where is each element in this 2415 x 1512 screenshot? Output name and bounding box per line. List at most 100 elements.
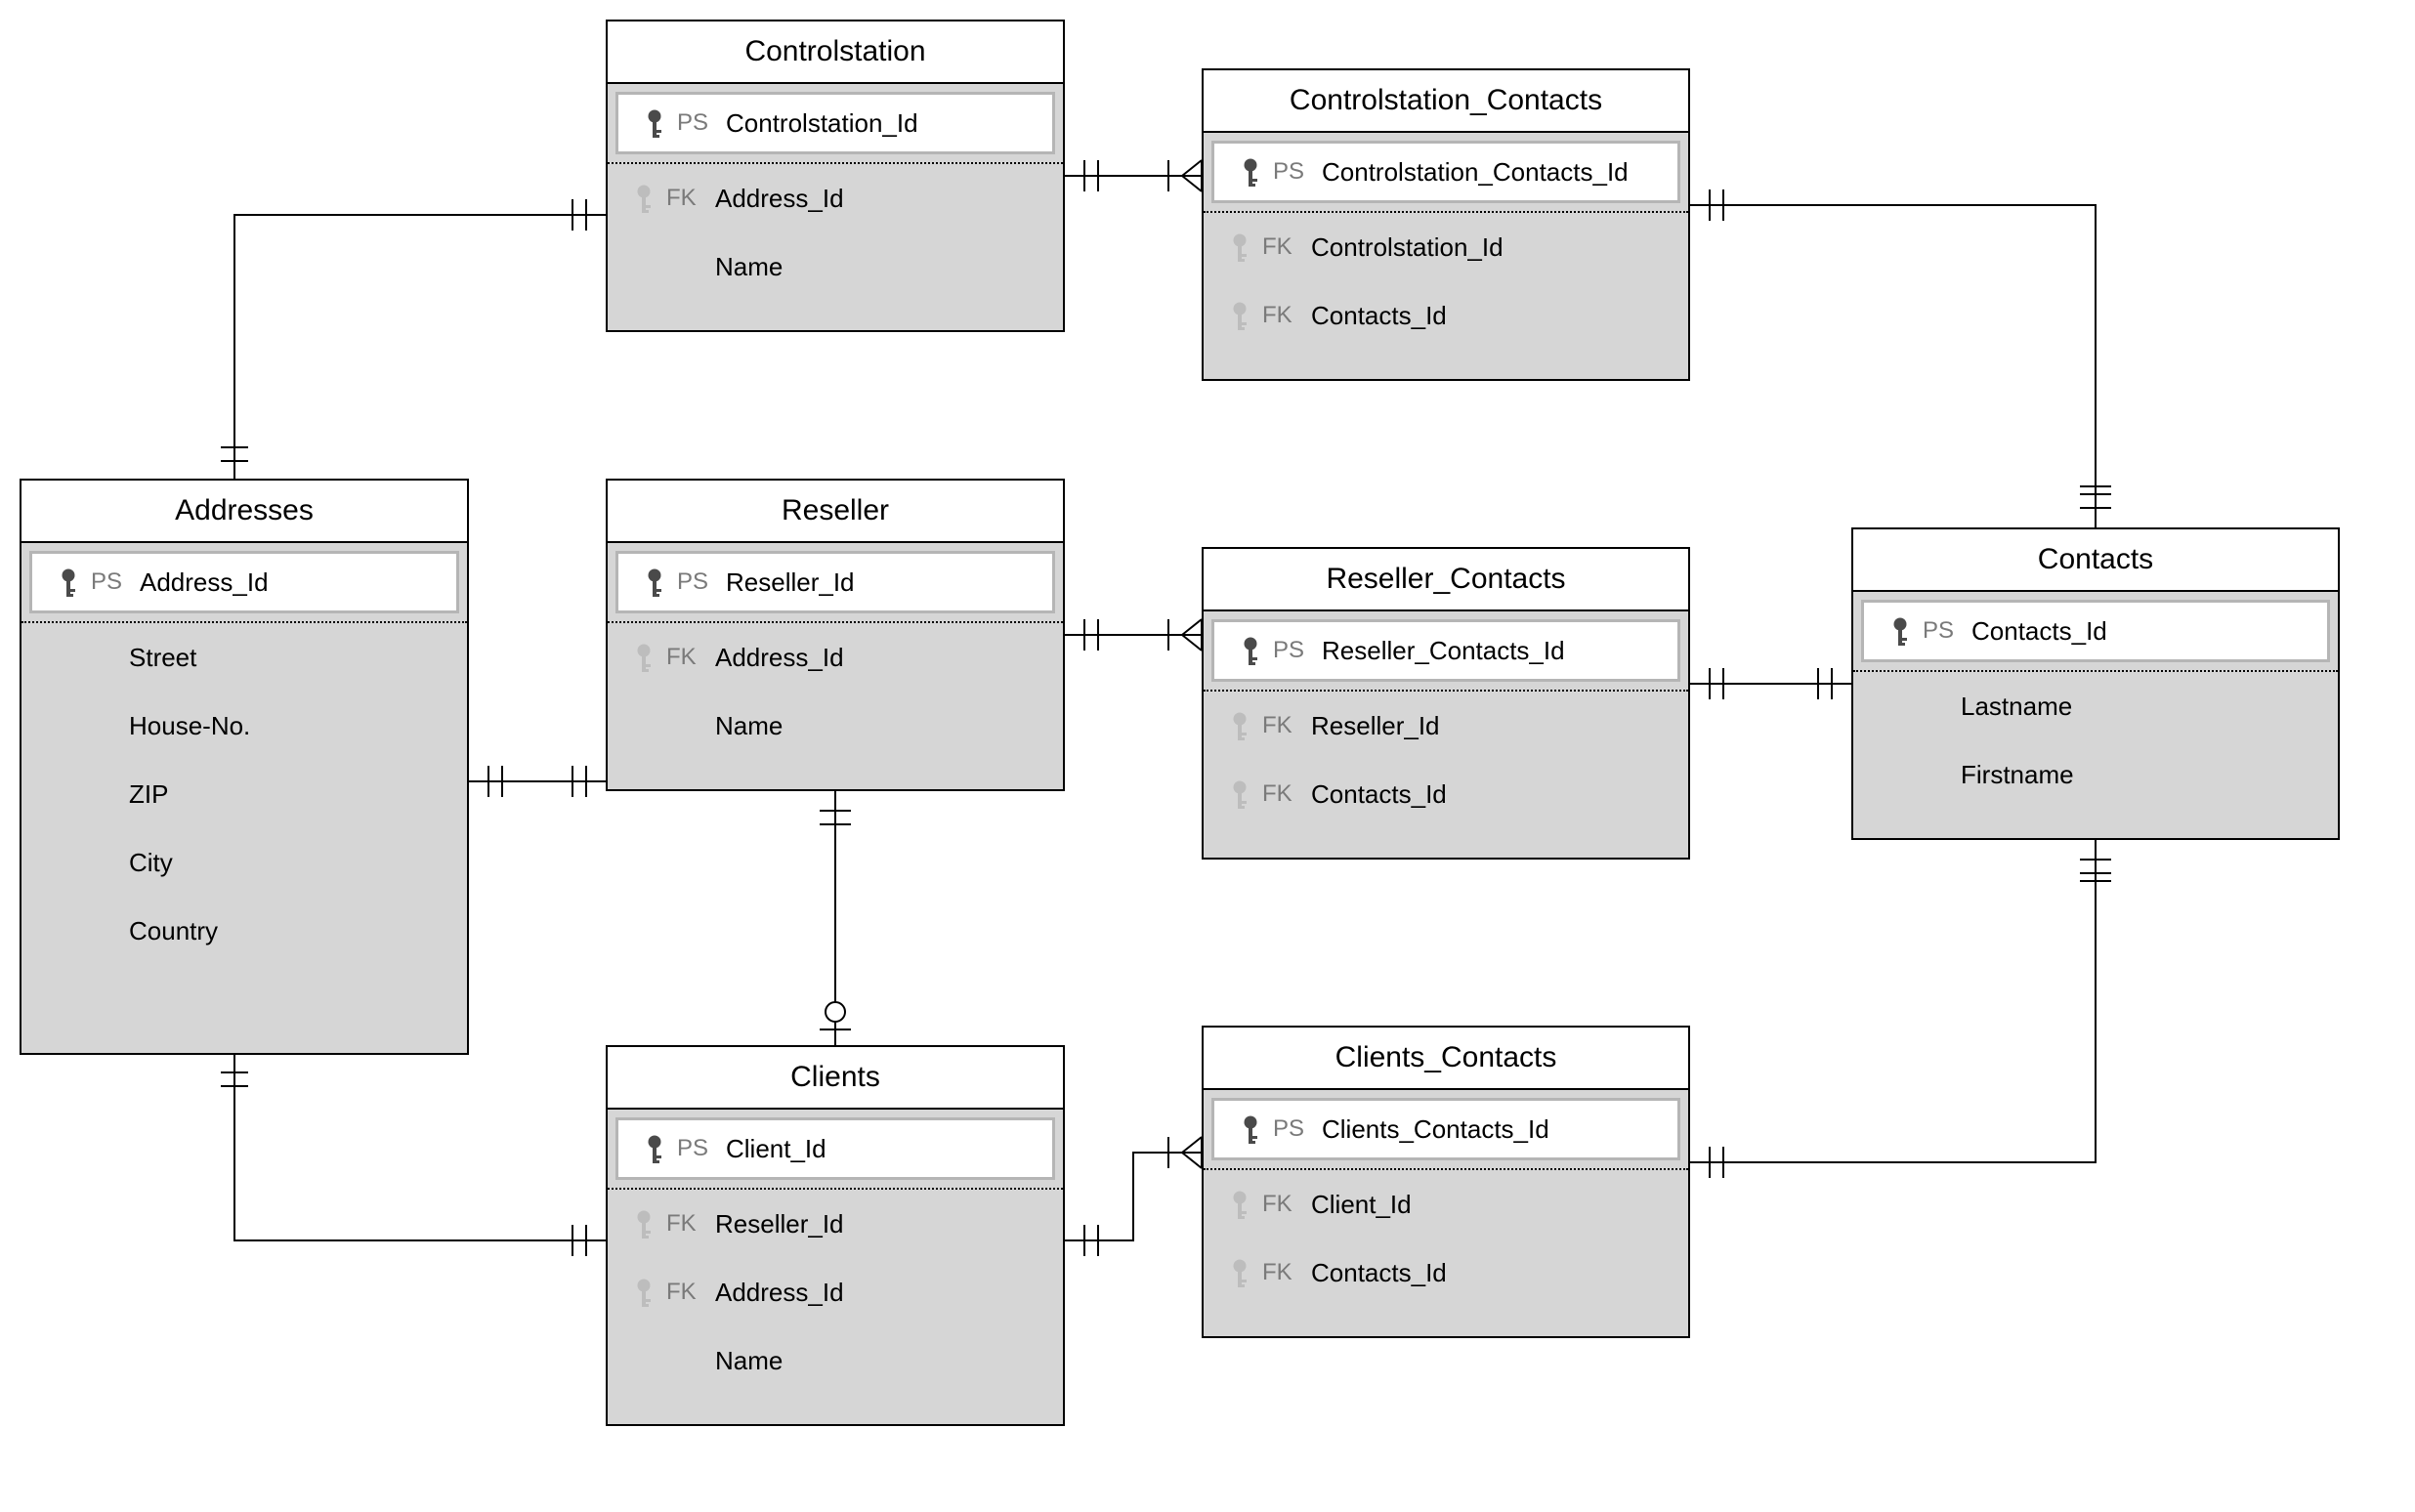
field-label: City xyxy=(129,848,453,878)
key-tag: PS xyxy=(677,109,726,137)
key-icon xyxy=(1878,616,1923,646)
field-label: Client_Id xyxy=(1311,1190,1674,1220)
field-label: Name xyxy=(715,711,1049,741)
field-row: FKAddress_Id xyxy=(608,623,1063,692)
field-label: Contacts_Id xyxy=(1311,1258,1674,1288)
field-label: Address_Id xyxy=(715,643,1049,673)
field-label: Contacts_Id xyxy=(1311,779,1674,810)
key-tag: PS xyxy=(1273,637,1322,664)
field-row: PSControlstation_Id xyxy=(618,95,1052,151)
field-label: Contacts_Id xyxy=(1971,616,2313,647)
field-label: Reseller_Contacts_Id xyxy=(1322,636,1664,666)
field-row: Name xyxy=(608,232,1063,301)
field-row: FKControlstation_Id xyxy=(1204,213,1688,281)
key-icon xyxy=(632,1134,677,1163)
entity-title: Contacts xyxy=(1853,529,2338,592)
field-row: Street xyxy=(21,623,467,692)
field-label: Address_Id xyxy=(715,1278,1049,1308)
key-tag: PS xyxy=(91,568,140,596)
field-label: Reseller_Id xyxy=(715,1209,1049,1239)
field-row: FKContacts_Id xyxy=(1204,760,1688,828)
field-label: Name xyxy=(715,252,1049,282)
key-icon xyxy=(46,567,91,597)
field-label: House-No. xyxy=(129,711,453,741)
key-icon xyxy=(621,184,666,213)
key-tag: FK xyxy=(666,644,715,671)
field-label: ZIP xyxy=(129,779,453,810)
field-label: Contacts_Id xyxy=(1311,301,1674,331)
key-tag: FK xyxy=(1262,780,1311,808)
er-diagram-canvas: Addresses PSAddress_IdStreetHouse-No.ZIP… xyxy=(0,0,2415,1512)
entity-clients: Clients PSClient_Id FKReseller_Id FKAddr… xyxy=(606,1045,1065,1426)
field-row: ZIP xyxy=(21,760,467,828)
entity-title: Clients_Contacts xyxy=(1204,1028,1688,1090)
key-tag: PS xyxy=(1273,158,1322,186)
field-label: Name xyxy=(715,1346,1049,1376)
field-label: Client_Id xyxy=(726,1134,1038,1164)
entity-title: Addresses xyxy=(21,481,467,543)
field-label: Firstname xyxy=(1961,760,2324,790)
key-icon xyxy=(1217,779,1262,809)
entity-title: Controlstation xyxy=(608,21,1063,84)
key-icon xyxy=(1217,711,1262,740)
field-row: PSClients_Contacts_Id xyxy=(1214,1101,1677,1157)
key-tag: FK xyxy=(666,185,715,212)
entity-clients_contacts: Clients_Contacts PSClients_Contacts_Id F… xyxy=(1202,1026,1690,1338)
primary-key-block: PSClient_Id xyxy=(615,1117,1055,1180)
key-tag: FK xyxy=(666,1210,715,1238)
field-row: Lastname xyxy=(1853,672,2338,740)
field-row: PSContacts_Id xyxy=(1864,603,2327,659)
field-label: Controlstation_Id xyxy=(726,108,1038,139)
key-tag: FK xyxy=(1262,712,1311,739)
field-label: Address_Id xyxy=(715,184,1049,214)
key-icon xyxy=(621,643,666,672)
primary-key-block: PSClients_Contacts_Id xyxy=(1211,1098,1680,1160)
field-row: House-No. xyxy=(21,692,467,760)
key-tag: FK xyxy=(1262,1191,1311,1218)
primary-key-block: PSReseller_Contacts_Id xyxy=(1211,619,1680,682)
entity-reseller: Reseller PSReseller_Id FKAddress_IdName xyxy=(606,479,1065,791)
field-label: Controlstation_Contacts_Id xyxy=(1322,157,1664,188)
field-row: City xyxy=(21,828,467,897)
entity-addresses: Addresses PSAddress_Id Street House-No. ZIP… xyxy=(20,479,469,1055)
field-row: FKContacts_Id xyxy=(1204,281,1688,350)
key-tag: PS xyxy=(1923,617,1971,645)
field-label: Reseller_Id xyxy=(1311,711,1674,741)
field-row: FKClient_Id xyxy=(1204,1170,1688,1239)
field-label: Clients_Contacts_Id xyxy=(1322,1114,1664,1145)
field-label: Lastname xyxy=(1961,692,2324,722)
key-icon xyxy=(1217,1190,1262,1219)
field-row: PSControlstation_Contacts_Id xyxy=(1214,144,1677,200)
key-tag: FK xyxy=(666,1279,715,1306)
field-row: Name xyxy=(608,692,1063,760)
field-label: Country xyxy=(129,916,453,946)
entity-reseller_contacts: Reseller_Contacts PSReseller_Contacts_Id… xyxy=(1202,547,1690,860)
key-icon xyxy=(1217,232,1262,262)
field-row: FKReseller_Id xyxy=(1204,692,1688,760)
key-icon xyxy=(1217,301,1262,330)
entity-controlstation_contacts: Controlstation_Contacts PSControlstation… xyxy=(1202,68,1690,381)
field-label: Reseller_Id xyxy=(726,567,1038,598)
primary-key-block: PSControlstation_Id xyxy=(615,92,1055,154)
field-row: Country xyxy=(21,897,467,965)
field-label: Address_Id xyxy=(140,567,443,598)
key-tag: PS xyxy=(677,1135,726,1162)
key-icon xyxy=(621,1278,666,1307)
field-row: Firstname xyxy=(1853,740,2338,809)
field-row: PSReseller_Contacts_Id xyxy=(1214,622,1677,679)
field-row: FKReseller_Id xyxy=(608,1190,1063,1258)
key-icon xyxy=(1217,1258,1262,1287)
field-row: PSClient_Id xyxy=(618,1120,1052,1177)
primary-key-block: PSAddress_Id xyxy=(29,551,459,613)
field-row: PSReseller_Id xyxy=(618,554,1052,610)
key-icon xyxy=(621,1209,666,1239)
key-icon xyxy=(632,567,677,597)
primary-key-block: PSReseller_Id xyxy=(615,551,1055,613)
field-label: Controlstation_Id xyxy=(1311,232,1674,263)
primary-key-block: PSContacts_Id xyxy=(1861,600,2330,662)
entity-title: Clients xyxy=(608,1047,1063,1110)
key-tag: PS xyxy=(1273,1115,1322,1143)
key-tag: FK xyxy=(1262,302,1311,329)
key-tag: FK xyxy=(1262,1259,1311,1286)
primary-key-block: PSControlstation_Contacts_Id xyxy=(1211,141,1680,203)
